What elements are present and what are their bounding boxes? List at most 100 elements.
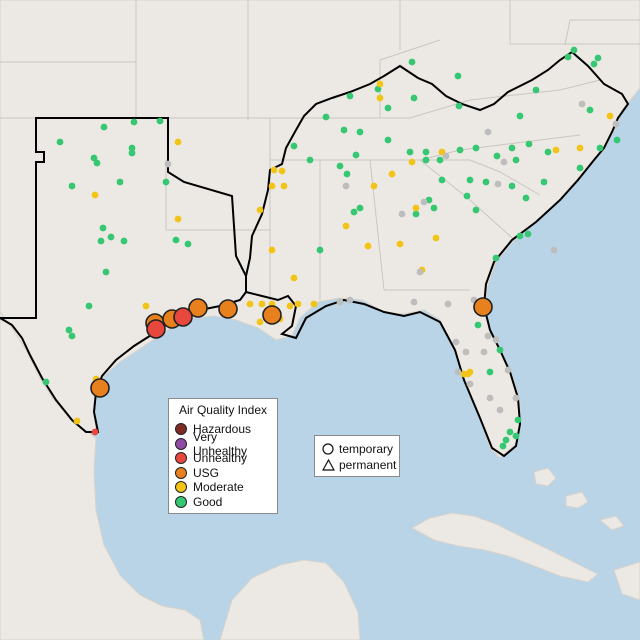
site-marker-no-data[interactable]	[452, 338, 460, 346]
site-marker-good[interactable]	[514, 416, 522, 424]
site-marker-moderate[interactable]	[256, 318, 264, 326]
site-marker-unhealthy[interactable]	[146, 319, 166, 339]
site-marker-no-data[interactable]	[500, 158, 508, 166]
site-marker-no-data[interactable]	[496, 406, 504, 414]
site-marker-good[interactable]	[506, 428, 514, 436]
site-marker-good[interactable]	[492, 254, 500, 262]
site-marker-moderate[interactable]	[270, 166, 278, 174]
site-marker-good[interactable]	[422, 156, 430, 164]
site-marker-good[interactable]	[384, 136, 392, 144]
site-marker-good[interactable]	[306, 156, 314, 164]
site-marker-usg[interactable]	[262, 305, 282, 325]
site-marker-good[interactable]	[596, 144, 604, 152]
site-marker-good[interactable]	[499, 442, 507, 450]
site-marker-good[interactable]	[564, 53, 572, 61]
site-marker-good[interactable]	[496, 346, 504, 354]
site-marker-good[interactable]	[316, 246, 324, 254]
site-marker-good[interactable]	[590, 60, 598, 68]
site-marker-good[interactable]	[350, 208, 358, 216]
site-marker-moderate[interactable]	[388, 170, 396, 178]
site-marker-good[interactable]	[56, 138, 64, 146]
site-marker-good[interactable]	[408, 58, 416, 66]
site-marker-moderate[interactable]	[256, 206, 264, 214]
site-marker-good[interactable]	[544, 148, 552, 156]
site-marker-no-data[interactable]	[494, 180, 502, 188]
site-marker-moderate[interactable]	[142, 302, 150, 310]
site-marker-good[interactable]	[343, 170, 351, 178]
site-marker-no-data[interactable]	[416, 268, 424, 276]
site-marker-good[interactable]	[522, 194, 530, 202]
site-marker-good[interactable]	[116, 178, 124, 186]
site-marker-good[interactable]	[102, 268, 110, 276]
site-marker-no-data[interactable]	[480, 348, 488, 356]
site-marker-moderate[interactable]	[606, 112, 614, 120]
site-marker-moderate[interactable]	[464, 370, 472, 378]
site-marker-no-data[interactable]	[512, 394, 520, 402]
site-marker-moderate[interactable]	[268, 246, 276, 254]
site-marker-good[interactable]	[540, 178, 548, 186]
site-marker-good[interactable]	[120, 237, 128, 245]
site-marker-good[interactable]	[516, 232, 524, 240]
site-marker-good[interactable]	[156, 117, 164, 125]
site-marker-good[interactable]	[576, 164, 584, 172]
site-marker-good[interactable]	[512, 156, 520, 164]
site-marker-moderate[interactable]	[342, 222, 350, 230]
site-marker-good[interactable]	[68, 182, 76, 190]
site-marker-good[interactable]	[482, 178, 490, 186]
site-marker-good[interactable]	[356, 128, 364, 136]
site-marker-good[interactable]	[570, 46, 578, 54]
site-marker-good[interactable]	[472, 144, 480, 152]
site-marker-no-data[interactable]	[342, 182, 350, 190]
site-marker-good[interactable]	[422, 148, 430, 156]
site-marker-good[interactable]	[512, 432, 520, 440]
site-marker-good[interactable]	[410, 94, 418, 102]
site-marker-good[interactable]	[290, 142, 298, 150]
site-marker-good[interactable]	[493, 152, 501, 160]
site-marker-good[interactable]	[455, 102, 463, 110]
site-marker-no-data[interactable]	[504, 366, 512, 374]
site-marker-unhealthy[interactable]	[91, 428, 99, 436]
site-marker-good[interactable]	[532, 86, 540, 94]
site-marker-good[interactable]	[99, 224, 107, 232]
site-marker-good[interactable]	[85, 302, 93, 310]
site-marker-no-data[interactable]	[462, 348, 470, 356]
site-marker-no-data[interactable]	[346, 296, 354, 304]
site-marker-good[interactable]	[438, 176, 446, 184]
site-marker-good[interactable]	[162, 178, 170, 186]
site-marker-good[interactable]	[336, 162, 344, 170]
site-marker-good[interactable]	[107, 233, 115, 241]
site-marker-no-data[interactable]	[484, 128, 492, 136]
site-marker-moderate[interactable]	[73, 417, 81, 425]
site-marker-unhealthy[interactable]	[173, 307, 193, 327]
site-marker-no-data[interactable]	[550, 246, 558, 254]
site-marker-moderate[interactable]	[396, 240, 404, 248]
site-marker-no-data[interactable]	[420, 198, 428, 206]
site-marker-good[interactable]	[594, 54, 602, 62]
site-marker-no-data[interactable]	[398, 210, 406, 218]
site-marker-moderate[interactable]	[91, 191, 99, 199]
site-marker-moderate[interactable]	[258, 300, 266, 308]
site-marker-good[interactable]	[516, 112, 524, 120]
site-marker-moderate[interactable]	[376, 94, 384, 102]
site-marker-moderate[interactable]	[364, 242, 372, 250]
site-marker-usg[interactable]	[218, 299, 238, 319]
site-marker-good[interactable]	[93, 159, 101, 167]
site-marker-no-data[interactable]	[484, 332, 492, 340]
site-marker-no-data[interactable]	[336, 298, 344, 306]
site-marker-good[interactable]	[340, 126, 348, 134]
site-marker-good[interactable]	[128, 144, 136, 152]
site-marker-moderate[interactable]	[174, 215, 182, 223]
site-marker-good[interactable]	[384, 104, 392, 112]
site-marker-good[interactable]	[463, 192, 471, 200]
site-marker-moderate[interactable]	[290, 274, 298, 282]
site-marker-good[interactable]	[525, 140, 533, 148]
site-marker-good[interactable]	[524, 230, 532, 238]
site-marker-good[interactable]	[456, 146, 464, 154]
site-marker-moderate[interactable]	[268, 182, 276, 190]
site-marker-no-data[interactable]	[444, 300, 452, 308]
site-marker-good[interactable]	[508, 182, 516, 190]
site-marker-good[interactable]	[454, 72, 462, 80]
site-marker-good[interactable]	[97, 237, 105, 245]
site-marker-good[interactable]	[406, 148, 414, 156]
